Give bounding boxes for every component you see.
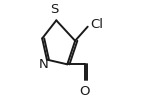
Text: N: N [39, 58, 49, 71]
Text: Cl: Cl [90, 18, 103, 31]
Text: S: S [51, 4, 59, 16]
Text: O: O [79, 85, 90, 98]
